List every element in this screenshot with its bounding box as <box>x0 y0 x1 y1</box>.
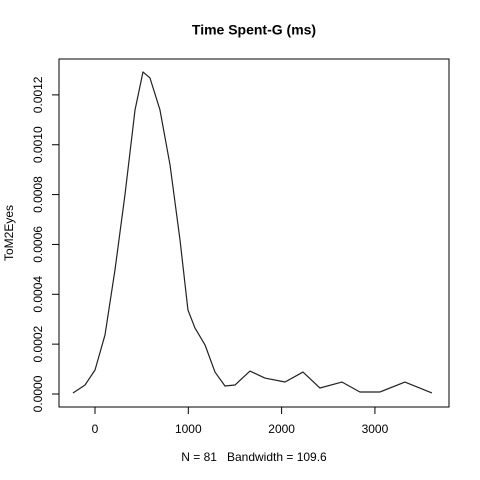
chart-title: Time Spent-G (ms) <box>192 22 316 38</box>
x-tick-label: 1000 <box>175 422 202 436</box>
y-tick-label: 0.0010 <box>31 126 45 163</box>
y-tick-label: 0.0012 <box>31 76 45 113</box>
x-tick-label: 0 <box>92 422 99 436</box>
y-tick-label: 0.0006 <box>31 226 45 263</box>
x-tick-label: 3000 <box>362 422 389 436</box>
y-axis-label: ToM2Eyes <box>2 205 16 261</box>
y-tick-label: 0.0000 <box>31 375 45 412</box>
density-line <box>72 71 433 394</box>
x-axis-label: N = 81 Bandwidth = 109.6 <box>181 450 327 464</box>
plot-frame <box>58 58 450 408</box>
y-tick-label: 0.0004 <box>31 276 45 313</box>
x-tick-label: 2000 <box>268 422 295 436</box>
y-tick-label: 0.0002 <box>31 325 45 362</box>
y-tick-label: 0.0008 <box>31 176 45 213</box>
